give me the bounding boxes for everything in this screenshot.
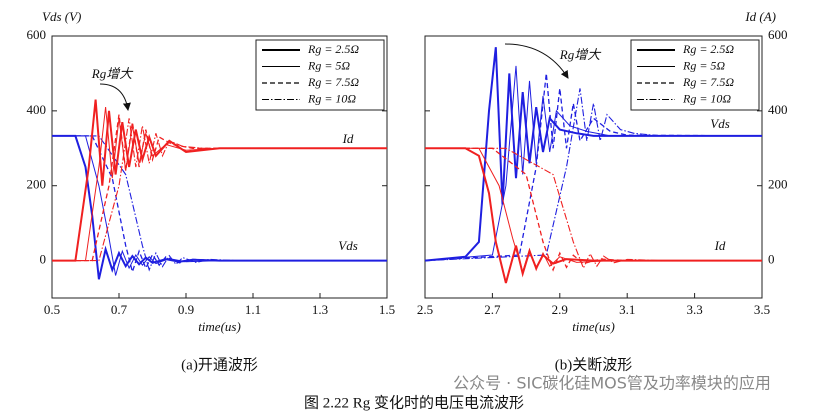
legend-label: Rg = 2.5Ω — [682, 42, 734, 56]
annotation: Vds — [338, 238, 358, 253]
legend-box — [255, 39, 385, 111]
x-tick-label: 0.7 — [111, 302, 128, 317]
waveform — [425, 147, 762, 274]
y-tick-label: 400 — [768, 102, 788, 117]
x-tick-label: 1.1 — [245, 302, 261, 317]
waveform — [425, 147, 762, 270]
legend-label: Rg = 7.5Ω — [682, 75, 734, 89]
y-axis-title: Vds (V) — [42, 9, 81, 24]
waveform — [52, 99, 387, 262]
y-tick-label: 0 — [40, 252, 47, 267]
waveform — [52, 134, 387, 280]
x-tick-label: 2.5 — [417, 302, 433, 317]
figure-caption: 图 2.22 Rg 变化时的电压电流波形 — [304, 394, 524, 411]
x-tick-label: 1.3 — [312, 302, 328, 317]
x-tick-label: 2.7 — [484, 302, 501, 317]
x-tick-label: 0.5 — [44, 302, 60, 317]
waveform — [424, 65, 762, 262]
y-tick-label: 600 — [768, 27, 788, 42]
waveform — [52, 135, 387, 272]
y-tick-label: 0 — [768, 252, 775, 267]
x-tick-label: 3.5 — [754, 302, 770, 317]
y-tick-label: 200 — [27, 177, 47, 192]
legend-box — [630, 39, 760, 111]
legend-label: Rg = 2.5Ω — [307, 42, 359, 56]
annotation-arrow — [99, 83, 131, 111]
x-axis-title: time(us) — [572, 319, 615, 334]
x-tick-label: 1.5 — [379, 302, 395, 317]
plot-frame — [424, 35, 763, 299]
legend-label: Rg = 5Ω — [307, 58, 350, 72]
annotation: Id — [342, 131, 354, 146]
annotation: Vds — [710, 116, 730, 131]
y-tick-label: 200 — [768, 177, 788, 192]
x-tick-label: 3.3 — [686, 302, 702, 317]
watermark: 公众号 · SIC碳化硅MOS管及功率模块的应用 — [453, 374, 771, 393]
y-axis-title: Id (A) — [744, 9, 776, 24]
legend-label: Rg = 5Ω — [682, 58, 725, 72]
waveform — [424, 47, 762, 262]
x-tick-label: 0.9 — [178, 302, 194, 317]
annotation: Rg增大 — [91, 66, 134, 81]
legend-label: Rg = 10Ω — [307, 91, 356, 105]
waveform — [52, 135, 387, 276]
waveform — [425, 147, 762, 284]
annotation-arrow — [504, 43, 569, 79]
annotation: Rg增大 — [559, 47, 602, 62]
waveform — [52, 114, 387, 262]
x-axis-title: time(us) — [198, 319, 241, 334]
panel-caption: (a)开通波形 — [181, 356, 258, 373]
x-tick-label: 2.9 — [552, 302, 568, 317]
x-tick-label: 3.1 — [619, 302, 635, 317]
plot-frame — [51, 35, 388, 299]
panel-caption: (b)关断波形 — [555, 356, 633, 373]
waveform — [52, 135, 387, 275]
y-tick-label: 400 — [27, 102, 47, 117]
waveform — [425, 147, 762, 272]
y-tick-label: 600 — [27, 27, 47, 42]
legend-label: Rg = 10Ω — [682, 91, 731, 105]
waveform — [424, 73, 763, 262]
legend-label: Rg = 7.5Ω — [307, 75, 359, 89]
annotation: Id — [714, 238, 726, 253]
waveform — [424, 88, 762, 262]
